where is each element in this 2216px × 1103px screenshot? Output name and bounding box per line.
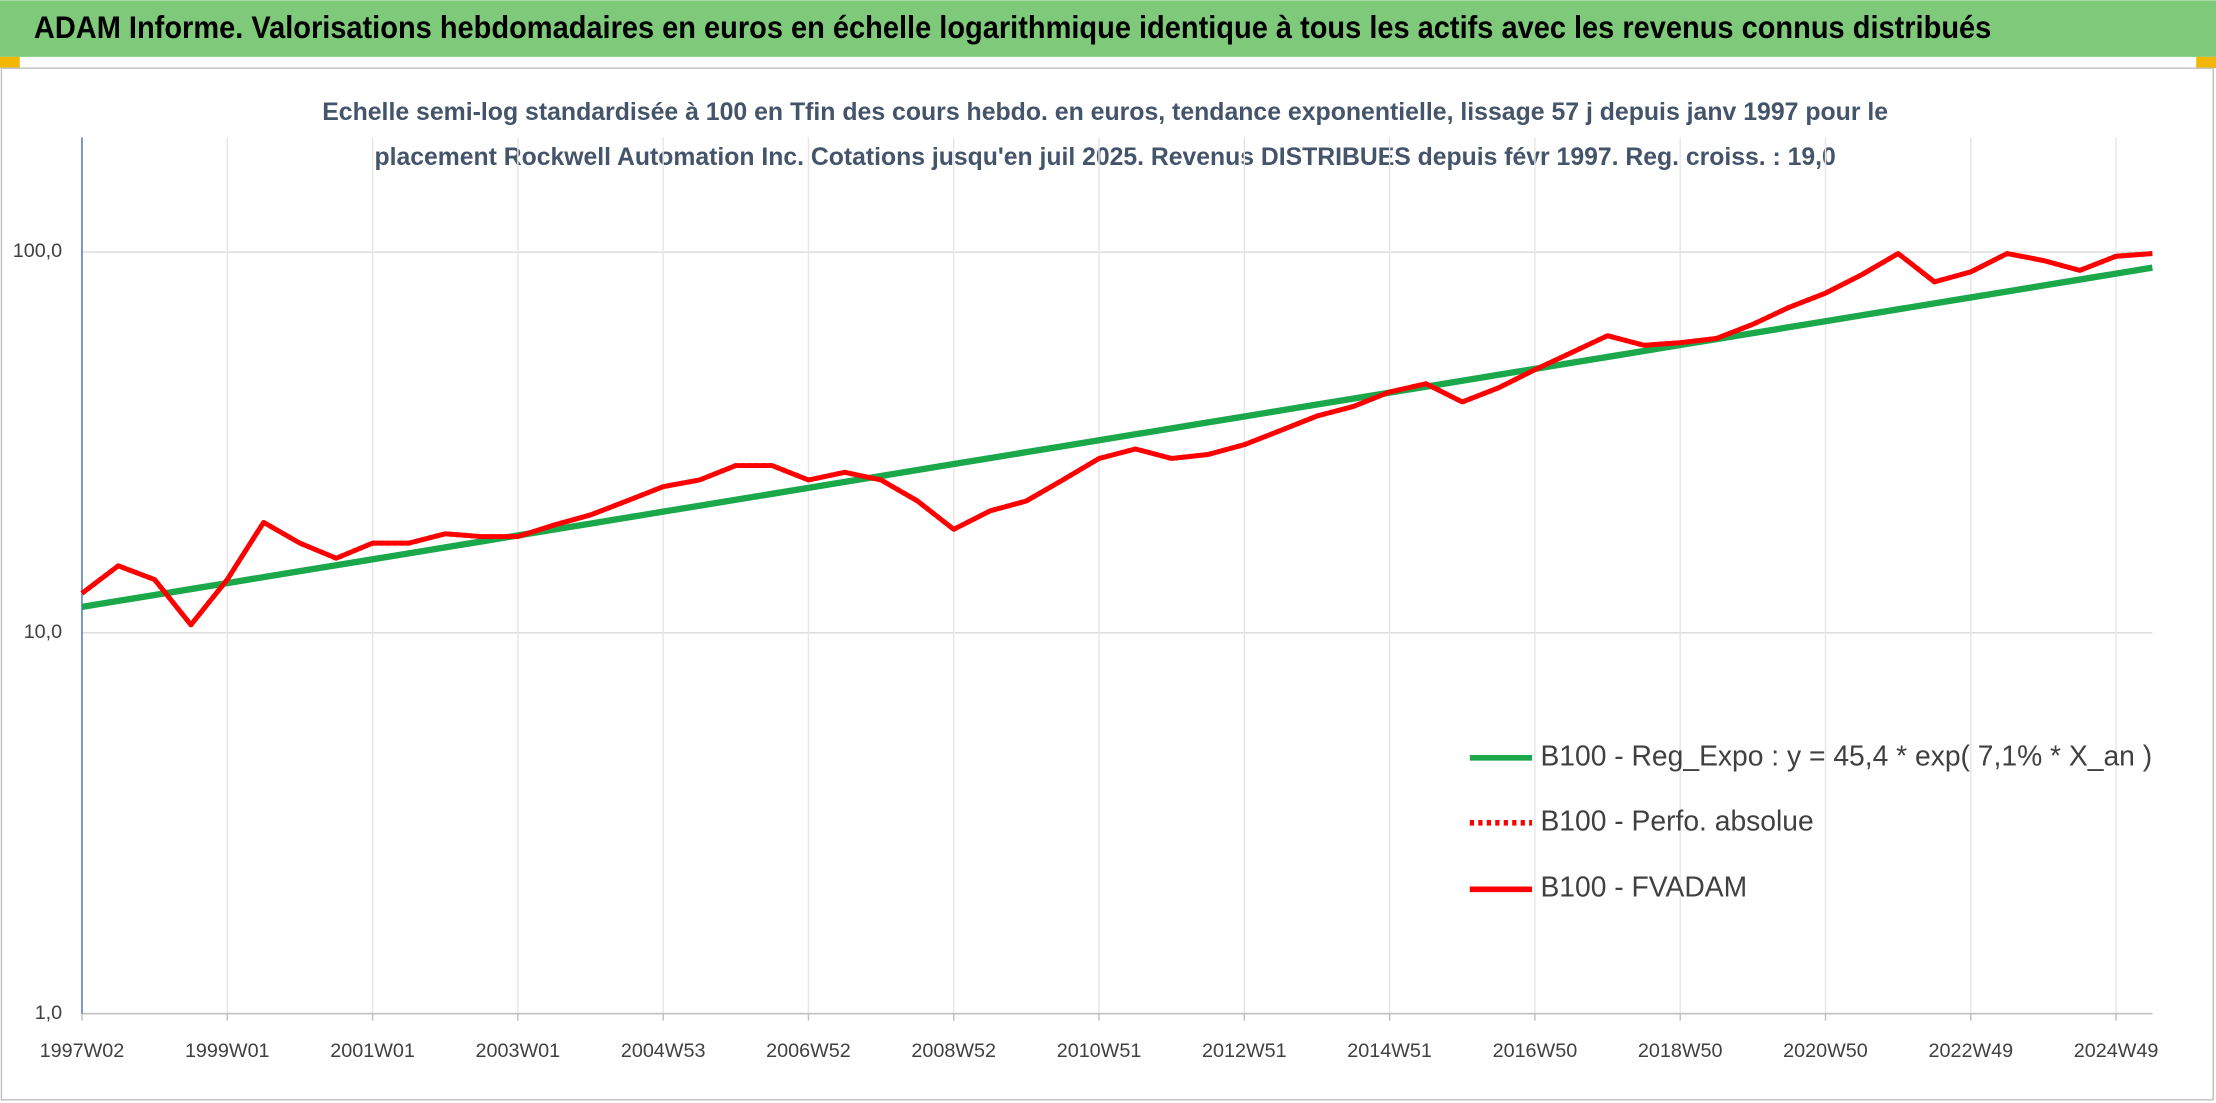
y-tick-label: 1,0 [35,1002,62,1024]
series-line [80,251,2153,628]
corner-mark [0,56,20,69]
chart-frame [0,67,2214,1101]
header-bar [0,0,2216,57]
x-tick-label: 2018W50 [1638,1040,1723,1062]
chart-subtitle: placement Rockwell Automation Inc. Cotat… [375,144,1836,171]
legend-label: B100 - Reg_Expo : y = 45,4 * exp( 7,1% *… [1540,739,2152,771]
x-tick-label: 2022W49 [1928,1040,2013,1062]
plot-area: 1,0 10,0 100,0 1997W02 1999W01 2001W01 2003W01… [13,137,2159,1062]
x-tick-label: 2010W51 [1057,1040,1142,1062]
x-tick-label: 2004W53 [621,1040,706,1062]
page-title: ADAM Informe. Valorisations hebdomadaire… [34,10,1991,45]
x-tick-label: 2008W52 [911,1040,996,1062]
y-tick-label: 10,0 [24,621,62,643]
x-tick-label: 2014W51 [1347,1040,1432,1062]
x-tick-label: 2001W01 [330,1040,415,1062]
x-tick-label: 2003W01 [476,1040,561,1062]
legend-label: B100 - Perfo. absolue [1540,804,1813,836]
x-tick-label: 2020W50 [1783,1040,1868,1062]
chart-subtitle: Echelle semi-log standardisée à 100 en T… [322,99,1888,126]
x-tick-label: 2006W52 [766,1040,851,1062]
legend-label: B100 - FVADAM [1540,871,1747,903]
x-tick-label: 1999W01 [185,1040,270,1062]
x-tick-label: 2016W50 [1493,1040,1578,1062]
x-tick-label: 2012W51 [1202,1040,1287,1062]
corner-mark [2196,56,2216,69]
x-tick-label: 2024W49 [2074,1040,2159,1062]
x-tick-label: 1997W02 [40,1040,125,1062]
y-tick-label: 100,0 [13,240,62,262]
series-line [81,264,2153,611]
